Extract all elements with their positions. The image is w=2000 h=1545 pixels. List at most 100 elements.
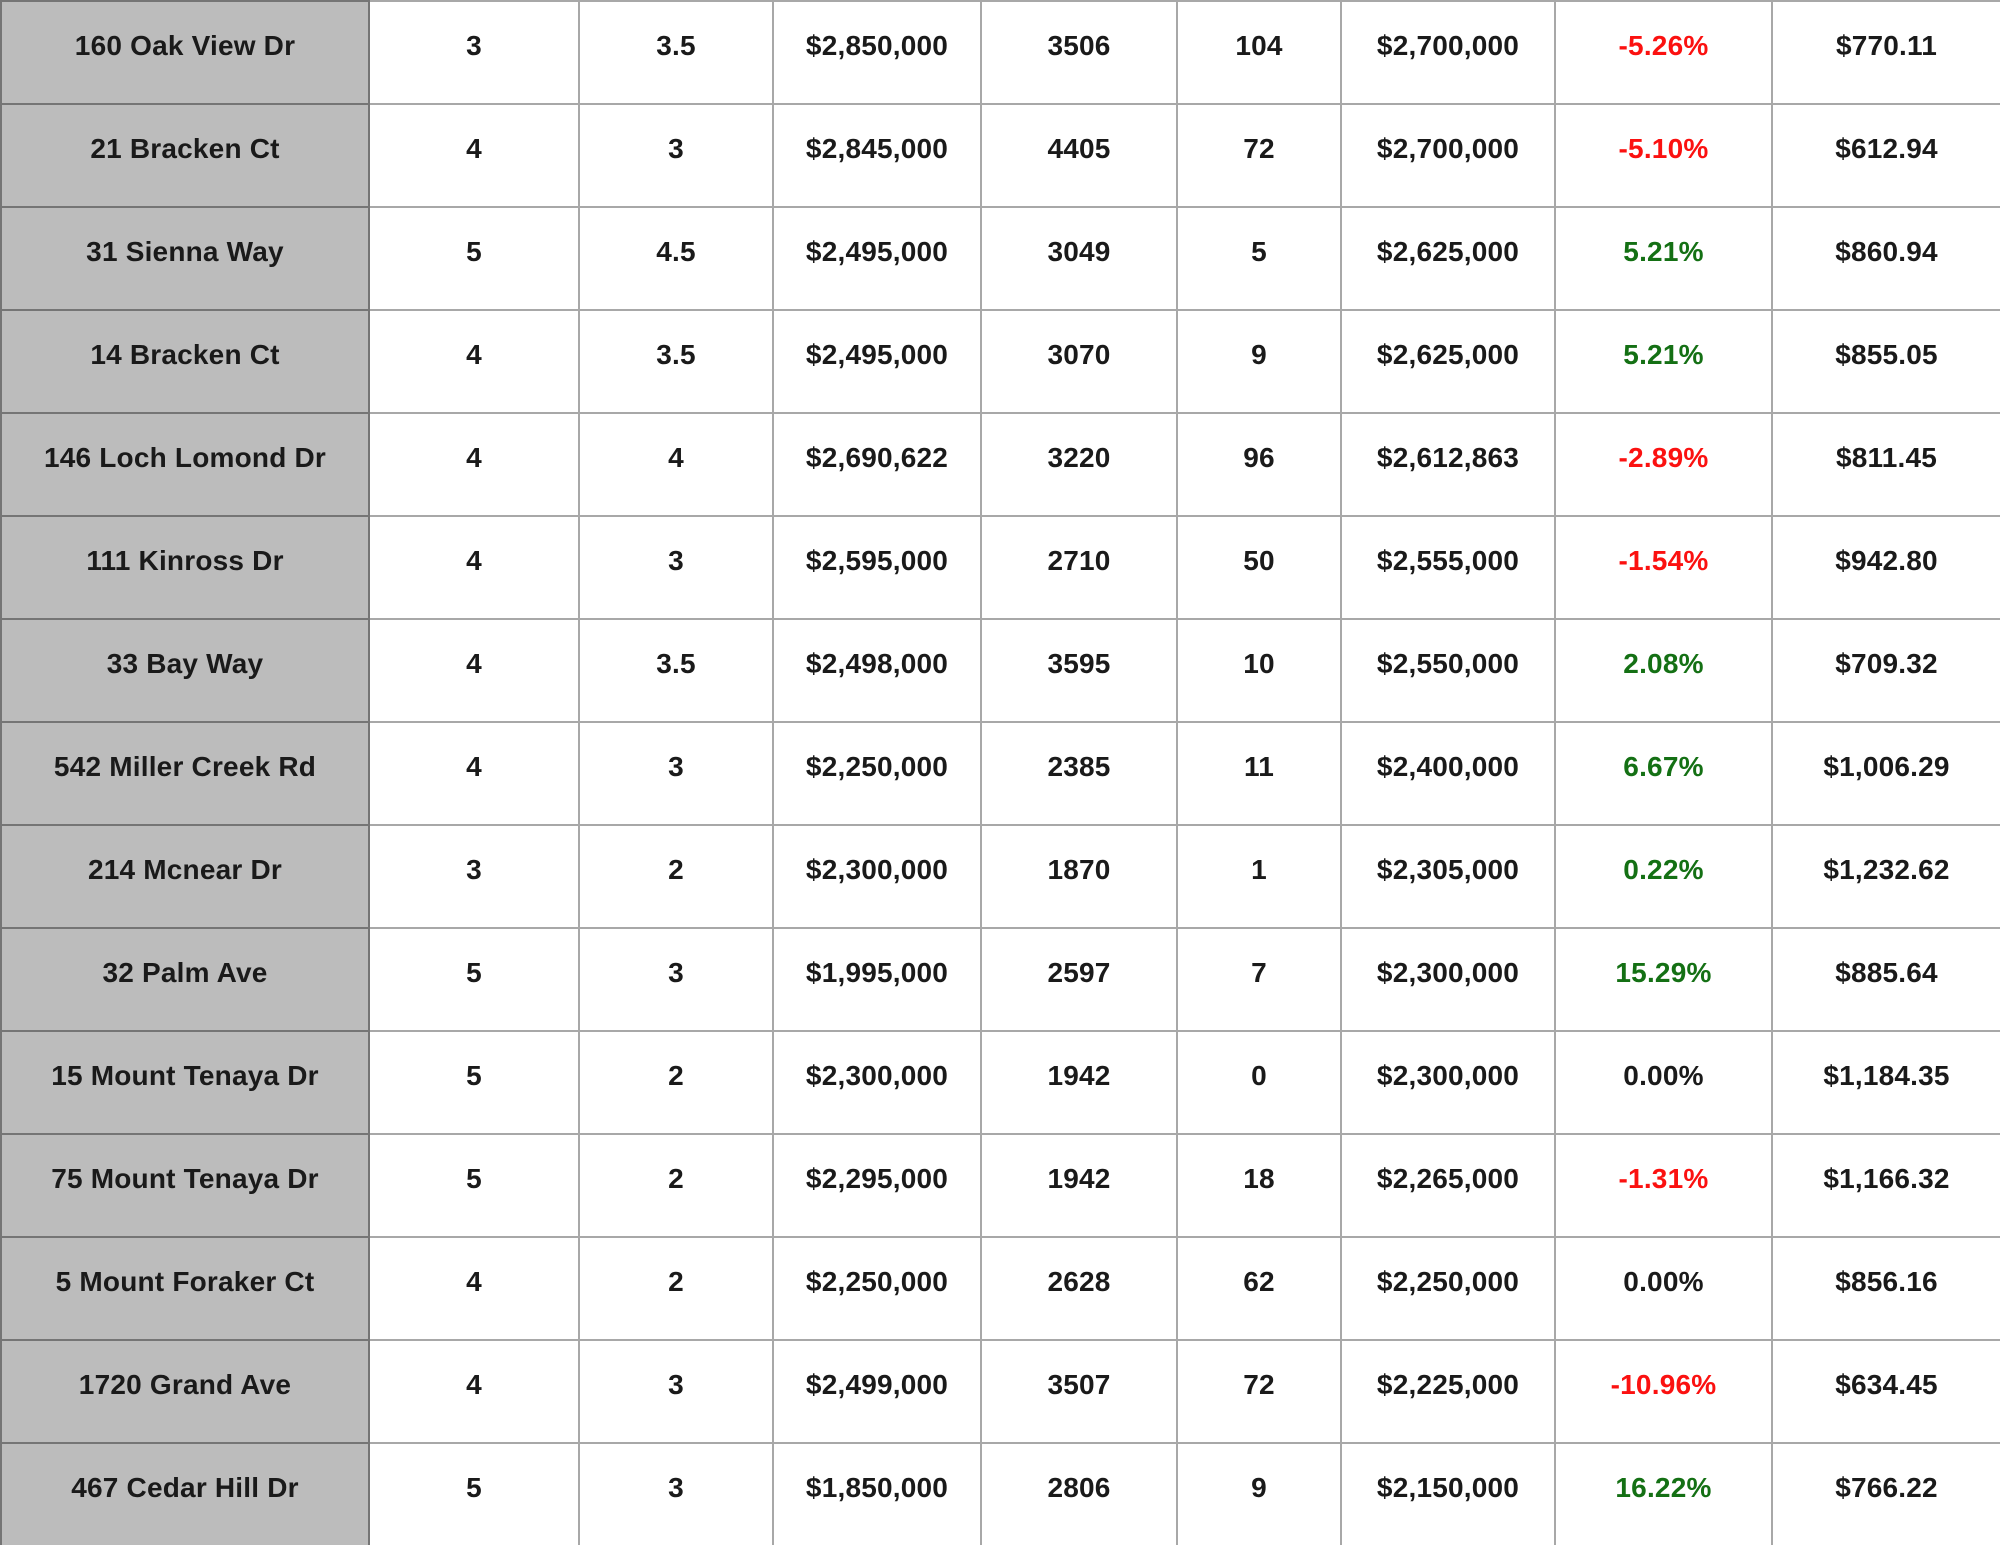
cell-address[interactable]: 31 Sienna Way xyxy=(0,206,370,311)
cell-baths[interactable]: 2 xyxy=(578,824,774,929)
cell-price_per_sqft[interactable]: $1,184.35 xyxy=(1771,1030,2000,1135)
cell-days_on_market[interactable]: 10 xyxy=(1176,618,1342,723)
cell-sold_price[interactable]: $2,305,000 xyxy=(1340,824,1556,929)
cell-address[interactable]: 1720 Grand Ave xyxy=(0,1339,370,1444)
cell-address[interactable]: 542 Miller Creek Rd xyxy=(0,721,370,826)
cell-beds[interactable]: 4 xyxy=(368,1236,580,1341)
cell-days_on_market[interactable]: 96 xyxy=(1176,412,1342,517)
cell-baths[interactable]: 2 xyxy=(578,1030,774,1135)
cell-sold_price[interactable]: $2,250,000 xyxy=(1340,1236,1556,1341)
cell-percent_change[interactable]: -2.89% xyxy=(1554,412,1773,517)
cell-list_price[interactable]: $1,995,000 xyxy=(772,927,982,1032)
cell-address[interactable]: 111 Kinross Dr xyxy=(0,515,370,620)
cell-days_on_market[interactable]: 9 xyxy=(1176,309,1342,414)
cell-beds[interactable]: 4 xyxy=(368,721,580,826)
cell-sqft[interactable]: 3506 xyxy=(980,0,1178,105)
cell-beds[interactable]: 5 xyxy=(368,927,580,1032)
cell-sold_price[interactable]: $2,400,000 xyxy=(1340,721,1556,826)
cell-address[interactable]: 21 Bracken Ct xyxy=(0,103,370,208)
cell-beds[interactable]: 5 xyxy=(368,1030,580,1135)
cell-baths[interactable]: 2 xyxy=(578,1133,774,1238)
cell-sqft[interactable]: 2597 xyxy=(980,927,1178,1032)
cell-list_price[interactable]: $2,250,000 xyxy=(772,1236,982,1341)
cell-days_on_market[interactable]: 1 xyxy=(1176,824,1342,929)
cell-days_on_market[interactable]: 5 xyxy=(1176,206,1342,311)
cell-list_price[interactable]: $2,498,000 xyxy=(772,618,982,723)
cell-list_price[interactable]: $2,495,000 xyxy=(772,309,982,414)
cell-days_on_market[interactable]: 50 xyxy=(1176,515,1342,620)
cell-beds[interactable]: 5 xyxy=(368,1133,580,1238)
cell-sold_price[interactable]: $2,612,863 xyxy=(1340,412,1556,517)
cell-sqft[interactable]: 1870 xyxy=(980,824,1178,929)
cell-sold_price[interactable]: $2,625,000 xyxy=(1340,309,1556,414)
cell-sqft[interactable]: 1942 xyxy=(980,1030,1178,1135)
cell-baths[interactable]: 3.5 xyxy=(578,618,774,723)
cell-list_price[interactable]: $2,250,000 xyxy=(772,721,982,826)
cell-price_per_sqft[interactable]: $1,006.29 xyxy=(1771,721,2000,826)
cell-percent_change[interactable]: -5.10% xyxy=(1554,103,1773,208)
cell-list_price[interactable]: $2,845,000 xyxy=(772,103,982,208)
cell-price_per_sqft[interactable]: $942.80 xyxy=(1771,515,2000,620)
cell-baths[interactable]: 3 xyxy=(578,721,774,826)
cell-sqft[interactable]: 2385 xyxy=(980,721,1178,826)
cell-sqft[interactable]: 4405 xyxy=(980,103,1178,208)
cell-sold_price[interactable]: $2,700,000 xyxy=(1340,0,1556,105)
cell-percent_change[interactable]: -10.96% xyxy=(1554,1339,1773,1444)
cell-baths[interactable]: 2 xyxy=(578,1236,774,1341)
cell-price_per_sqft[interactable]: $634.45 xyxy=(1771,1339,2000,1444)
cell-address[interactable]: 146 Loch Lomond Dr xyxy=(0,412,370,517)
cell-days_on_market[interactable]: 62 xyxy=(1176,1236,1342,1341)
cell-percent_change[interactable]: -1.54% xyxy=(1554,515,1773,620)
cell-list_price[interactable]: $2,300,000 xyxy=(772,824,982,929)
cell-percent_change[interactable]: 6.67% xyxy=(1554,721,1773,826)
cell-address[interactable]: 32 Palm Ave xyxy=(0,927,370,1032)
cell-baths[interactable]: 4 xyxy=(578,412,774,517)
cell-beds[interactable]: 4 xyxy=(368,618,580,723)
cell-price_per_sqft[interactable]: $855.05 xyxy=(1771,309,2000,414)
cell-address[interactable]: 75 Mount Tenaya Dr xyxy=(0,1133,370,1238)
cell-sqft[interactable]: 3070 xyxy=(980,309,1178,414)
cell-baths[interactable]: 3 xyxy=(578,927,774,1032)
cell-sold_price[interactable]: $2,265,000 xyxy=(1340,1133,1556,1238)
cell-sold_price[interactable]: $2,300,000 xyxy=(1340,927,1556,1032)
cell-beds[interactable]: 5 xyxy=(368,1442,580,1545)
cell-baths[interactable]: 3 xyxy=(578,1442,774,1545)
cell-sqft[interactable]: 3220 xyxy=(980,412,1178,517)
cell-sqft[interactable]: 3049 xyxy=(980,206,1178,311)
cell-percent_change[interactable]: 5.21% xyxy=(1554,206,1773,311)
cell-address[interactable]: 15 Mount Tenaya Dr xyxy=(0,1030,370,1135)
cell-address[interactable]: 214 Mcnear Dr xyxy=(0,824,370,929)
cell-sqft[interactable]: 2806 xyxy=(980,1442,1178,1545)
cell-sold_price[interactable]: $2,700,000 xyxy=(1340,103,1556,208)
cell-beds[interactable]: 4 xyxy=(368,1339,580,1444)
cell-price_per_sqft[interactable]: $766.22 xyxy=(1771,1442,2000,1545)
cell-list_price[interactable]: $2,499,000 xyxy=(772,1339,982,1444)
cell-list_price[interactable]: $2,295,000 xyxy=(772,1133,982,1238)
cell-price_per_sqft[interactable]: $856.16 xyxy=(1771,1236,2000,1341)
cell-baths[interactable]: 3 xyxy=(578,103,774,208)
cell-percent_change[interactable]: 5.21% xyxy=(1554,309,1773,414)
cell-price_per_sqft[interactable]: $770.11 xyxy=(1771,0,2000,105)
cell-address[interactable]: 33 Bay Way xyxy=(0,618,370,723)
cell-sqft[interactable]: 2710 xyxy=(980,515,1178,620)
cell-price_per_sqft[interactable]: $1,166.32 xyxy=(1771,1133,2000,1238)
cell-days_on_market[interactable]: 104 xyxy=(1176,0,1342,105)
cell-price_per_sqft[interactable]: $612.94 xyxy=(1771,103,2000,208)
cell-address[interactable]: 14 Bracken Ct xyxy=(0,309,370,414)
cell-price_per_sqft[interactable]: $811.45 xyxy=(1771,412,2000,517)
cell-days_on_market[interactable]: 9 xyxy=(1176,1442,1342,1545)
cell-percent_change[interactable]: 15.29% xyxy=(1554,927,1773,1032)
cell-days_on_market[interactable]: 72 xyxy=(1176,103,1342,208)
cell-days_on_market[interactable]: 7 xyxy=(1176,927,1342,1032)
cell-sqft[interactable]: 2628 xyxy=(980,1236,1178,1341)
cell-sqft[interactable]: 1942 xyxy=(980,1133,1178,1238)
cell-address[interactable]: 5 Mount Foraker Ct xyxy=(0,1236,370,1341)
cell-beds[interactable]: 3 xyxy=(368,0,580,105)
cell-percent_change[interactable]: -1.31% xyxy=(1554,1133,1773,1238)
cell-beds[interactable]: 5 xyxy=(368,206,580,311)
cell-price_per_sqft[interactable]: $885.64 xyxy=(1771,927,2000,1032)
cell-days_on_market[interactable]: 18 xyxy=(1176,1133,1342,1238)
cell-beds[interactable]: 3 xyxy=(368,824,580,929)
cell-list_price[interactable]: $2,595,000 xyxy=(772,515,982,620)
cell-beds[interactable]: 4 xyxy=(368,309,580,414)
